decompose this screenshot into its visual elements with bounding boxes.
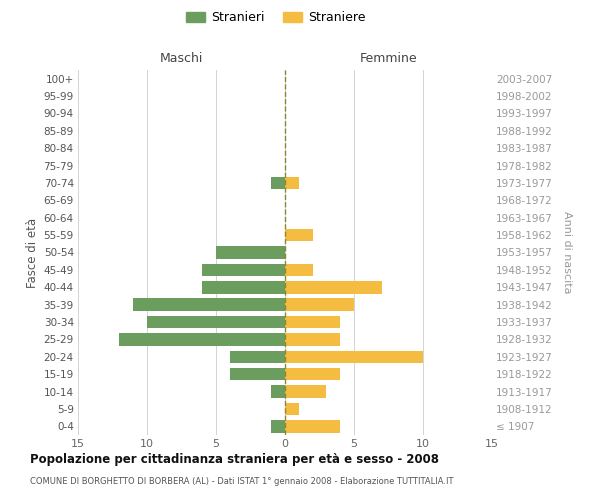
Text: Popolazione per cittadinanza straniera per età e sesso - 2008: Popolazione per cittadinanza straniera p… [30,452,439,466]
Bar [271,386,285,398]
Bar [147,316,285,328]
Bar [230,350,285,363]
Text: Maschi: Maschi [160,52,203,65]
Bar [133,298,285,311]
Bar [285,402,299,415]
Bar [285,350,423,363]
Bar [285,316,340,328]
Bar [202,281,285,293]
Bar [285,264,313,276]
Bar [285,298,354,311]
Bar [285,176,299,189]
Bar [271,176,285,189]
Legend: Stranieri, Straniere: Stranieri, Straniere [181,6,371,29]
Bar [285,229,313,241]
Bar [119,333,285,345]
Text: Femmine: Femmine [359,52,418,65]
Bar [285,281,382,293]
Bar [202,264,285,276]
Bar [285,420,340,432]
Bar [216,246,285,259]
Text: COMUNE DI BORGHETTO DI BORBERA (AL) - Dati ISTAT 1° gennaio 2008 - Elaborazione : COMUNE DI BORGHETTO DI BORBERA (AL) - Da… [30,478,454,486]
Bar [285,386,326,398]
Bar [285,368,340,380]
Bar [230,368,285,380]
Y-axis label: Anni di nascita: Anni di nascita [562,211,572,294]
Bar [271,420,285,432]
Bar [285,333,340,345]
Y-axis label: Fasce di età: Fasce di età [26,218,40,288]
